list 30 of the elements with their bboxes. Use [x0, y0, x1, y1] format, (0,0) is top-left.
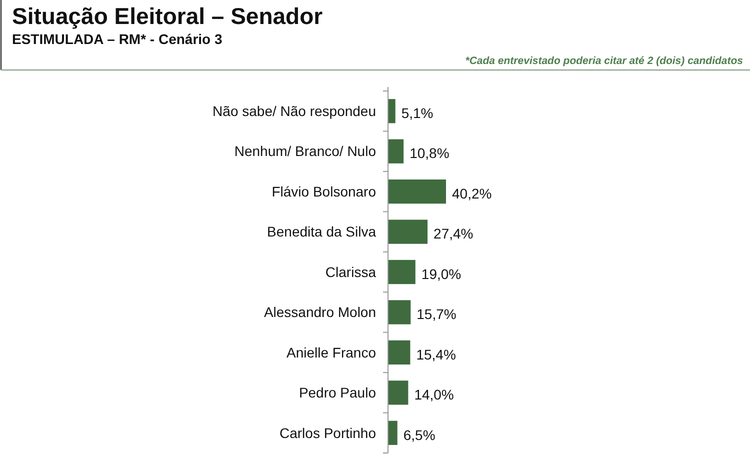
data-label: 40,2%: [452, 185, 492, 202]
text: *Cada entrevistado poderia citar até 2 (dois) candidatos: [465, 55, 744, 67]
bar: [388, 220, 428, 244]
y-tick-label: Nenhum/ Branco/ Nulo: [234, 143, 376, 160]
data-label: 15,7%: [416, 306, 456, 322]
text: ESTIMULADA – RM* - Cenário 3: [12, 31, 222, 47]
y-tick-label: Flávio Bolsonaro: [272, 183, 376, 200]
data-label: 10,8%: [410, 145, 450, 162]
bar: [388, 99, 396, 124]
bar: [388, 340, 410, 365]
data-label: 6,5%: [403, 426, 436, 443]
text: Situação Eleitoral – Senador: [12, 3, 323, 29]
bar: [388, 420, 398, 445]
bar: [388, 260, 416, 284]
bar: [388, 380, 408, 405]
bar: [388, 179, 446, 204]
y-tick-label: Pedro Paulo: [298, 384, 376, 401]
y-tick-label: Alessandro Molon: [264, 304, 376, 320]
data-label: 19,0%: [421, 266, 462, 282]
bar: [388, 139, 404, 164]
y-tick-label: Clarissa: [325, 264, 376, 280]
y-tick-label: Carlos Portinho: [280, 424, 376, 441]
data-label: 14,0%: [414, 386, 454, 403]
bar: [388, 300, 411, 324]
data-label: 15,4%: [416, 346, 456, 362]
y-tick-label: Não sabe/ Não respondeu: [212, 103, 376, 120]
y-tick-label: Anielle Franco: [286, 344, 376, 360]
data-label: 5,1%: [401, 105, 434, 122]
y-tick-label: Benedita da Silva: [267, 224, 376, 240]
data-label: 27,4%: [434, 226, 474, 242]
